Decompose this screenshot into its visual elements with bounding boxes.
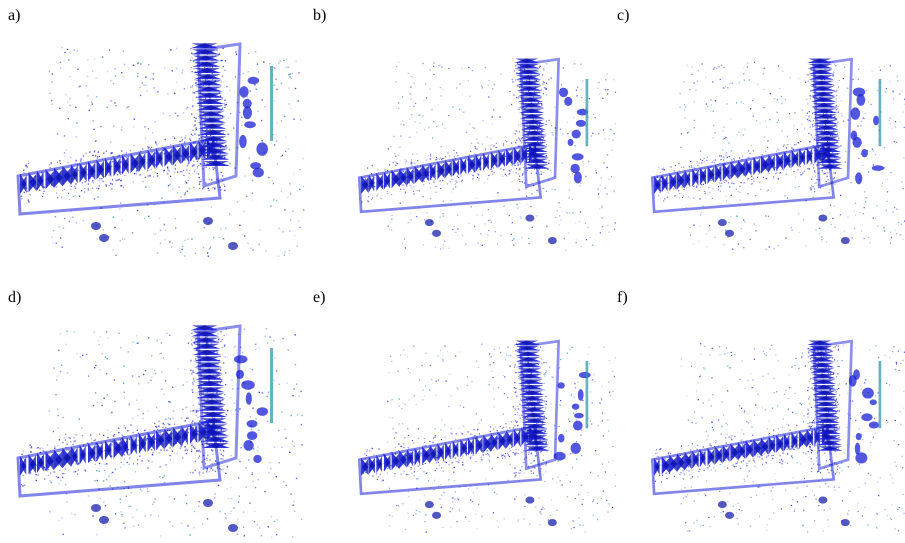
- panel-label-e: e): [313, 290, 325, 306]
- point-cloud-map-b: [350, 52, 620, 254]
- point-cloud-map-f: [643, 334, 905, 536]
- panel-label-f: f): [617, 290, 628, 306]
- panel-label-c: c): [617, 8, 629, 24]
- panel-label-b: b): [313, 8, 326, 24]
- point-cloud-map-c: [643, 52, 905, 254]
- point-cloud-map-a: [8, 36, 308, 261]
- point-cloud-map-d: [8, 318, 308, 543]
- point-cloud-map-e: [350, 334, 620, 536]
- panel-label-a: a): [8, 8, 20, 24]
- panel-label-d: d): [8, 290, 21, 306]
